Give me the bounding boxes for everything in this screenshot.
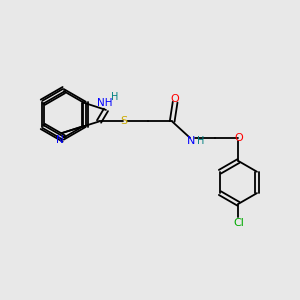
Text: O: O [171,94,179,104]
Text: Cl: Cl [233,218,244,228]
Text: N: N [187,136,196,146]
Text: S: S [120,116,127,127]
Text: N: N [56,135,64,145]
Text: H: H [197,136,204,146]
Text: NH: NH [97,98,112,108]
Text: H: H [111,92,118,102]
Text: O: O [234,133,243,143]
